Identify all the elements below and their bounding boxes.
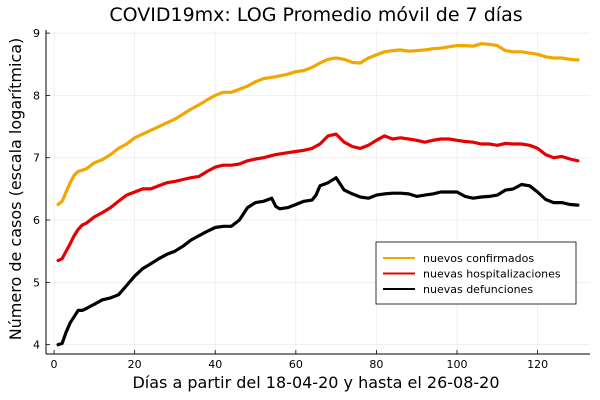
y-tick-label: 7 [33, 152, 40, 165]
x-tick-label: 40 [208, 358, 222, 371]
series-line-1 [56, 42, 580, 207]
x-axis-title: Días a partir del 18-04-20 y hasta el 26… [132, 373, 499, 392]
legend-label: nuevas defunciones [423, 283, 533, 296]
axes [45, 30, 590, 355]
series-line-3 [56, 176, 580, 347]
x-tick-label: 120 [527, 358, 548, 371]
y-tick-label: 6 [33, 214, 40, 227]
legend-label: nuevas hospitalizaciones [423, 268, 561, 281]
tick-labels: 0 20 40 60 80 100 120 4 5 6 7 8 9 [33, 27, 548, 371]
y-tick-label: 8 [33, 89, 40, 102]
y-axis-title: Número de casos (escala logarítmica) [6, 38, 25, 341]
chart-title: COVID19mx: LOG Promedio móvil de 7 días [109, 4, 522, 26]
x-tick-label: 100 [447, 358, 468, 371]
y-tick-label: 4 [33, 339, 40, 352]
series-lines [56, 42, 580, 347]
legend: nuevos confirmados nuevas hospitalizacion… [375, 241, 577, 305]
legend-label: nuevos confirmados [423, 252, 534, 265]
x-tick-label: 80 [369, 358, 383, 371]
series-line-2 [56, 132, 580, 263]
y-tick-label: 9 [33, 27, 40, 40]
x-tick-label: 60 [289, 358, 303, 371]
x-tick-label: 20 [128, 358, 142, 371]
y-tick-label: 5 [33, 276, 40, 289]
x-tick-label: 0 [51, 358, 58, 371]
